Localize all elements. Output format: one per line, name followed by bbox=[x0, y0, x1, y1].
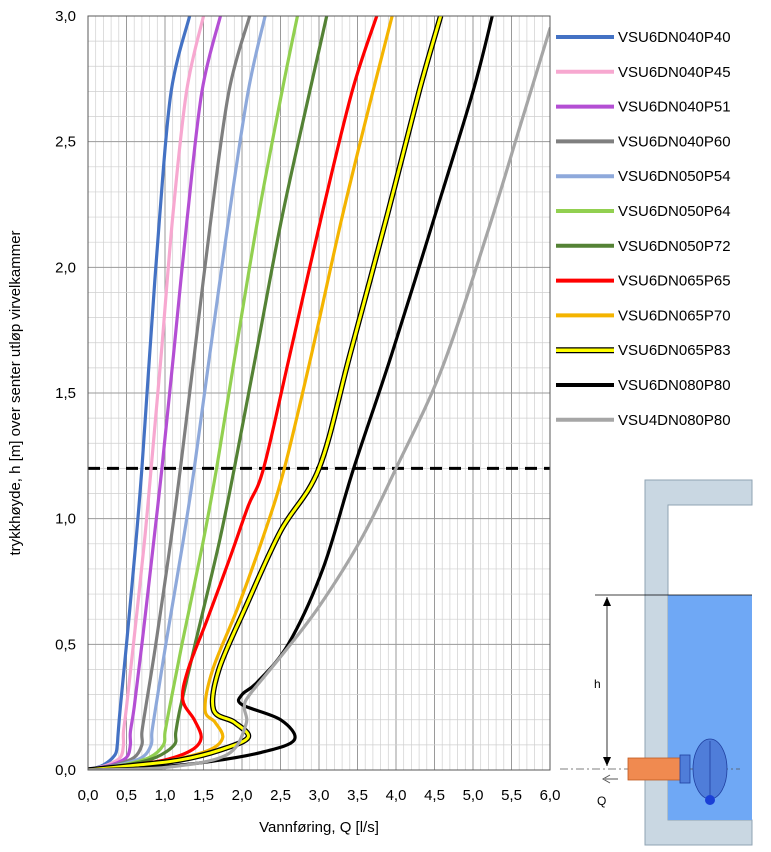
q-label: Q bbox=[597, 794, 606, 808]
series-line-vsu6dn065p65 bbox=[88, 16, 379, 770]
y-tick-label: 2,5 bbox=[55, 134, 76, 151]
series-line-vsu6dn050p54 bbox=[88, 16, 267, 770]
x-tick-labels: 0,0 0,5 1,0 1,5 2,0 2,5 3,0 3,5 4,0 4,5 5,0 5,5 6,0 bbox=[78, 787, 561, 804]
legend-label-vsu6dn065p83: VSU6DN065P83 bbox=[618, 342, 731, 359]
x-tick-label: 4,0 bbox=[386, 787, 407, 804]
x-tick-label: 1,0 bbox=[155, 787, 176, 804]
x-tick-label: 5,5 bbox=[501, 787, 522, 804]
y-tick-label: 0,0 bbox=[55, 762, 76, 779]
x-tick-label: 5,0 bbox=[463, 787, 484, 804]
chamber-diagram: h Q bbox=[560, 479, 753, 846]
series-line-vsu6dn050p72 bbox=[88, 16, 329, 770]
x-tick-label: 4,5 bbox=[424, 787, 445, 804]
pipe-flange bbox=[679, 754, 691, 784]
x-tick-label: 3,5 bbox=[347, 787, 368, 804]
x-tick-label: 2,0 bbox=[232, 787, 253, 804]
legend-label-vsu4dn080p80: VSU4DN080P80 bbox=[618, 412, 731, 429]
legend-label-vsu6dn065p70: VSU6DN065P70 bbox=[618, 307, 731, 324]
legend-label-vsu6dn050p64: VSU6DN050P64 bbox=[618, 203, 731, 220]
legend-label-vsu6dn050p54: VSU6DN050P54 bbox=[618, 168, 731, 185]
series-line-vsu6dn040p45 bbox=[88, 16, 206, 770]
h-label: h bbox=[594, 677, 601, 691]
y-tick-label: 3,0 bbox=[55, 8, 76, 25]
series-layer bbox=[88, 16, 550, 770]
y-tick-label: 0,5 bbox=[55, 636, 76, 653]
plot-frame bbox=[87, 15, 551, 771]
legend-label-vsu6dn040p45: VSU6DN040P45 bbox=[618, 64, 731, 81]
legend-label-vsu6dn080p80: VSU6DN080P80 bbox=[618, 377, 731, 394]
x-tick-label: 1,5 bbox=[193, 787, 214, 804]
h-arrow-top bbox=[603, 597, 611, 606]
legend-label-vsu6dn040p51: VSU6DN040P51 bbox=[618, 99, 731, 116]
y-tick-labels: 0,0 0,5 1,0 1,5 2,0 2,5 3,0 bbox=[55, 8, 76, 779]
y-tick-label: 1,5 bbox=[55, 385, 76, 402]
q-arrow-icon bbox=[601, 774, 618, 784]
plot-area bbox=[87, 15, 551, 771]
x-axis-label: Vannføring, Q [l/s] bbox=[259, 819, 379, 836]
x-tick-label: 6,0 bbox=[540, 787, 561, 804]
legend-label-vsu6dn040p40: VSU6DN040P40 bbox=[618, 29, 731, 46]
chamber-outlet-dot bbox=[705, 795, 715, 805]
series-line-vsu4dn080p80 bbox=[88, 26, 550, 770]
y-tick-label: 2,0 bbox=[55, 259, 76, 276]
series-line-vsu6dn040p40 bbox=[88, 16, 192, 770]
y-axis-label: trykkhøyde, h [m] over senter utløp virv… bbox=[7, 230, 24, 555]
legend: VSU6DN040P40 VSU6DN040P45 VSU6DN040P51 VSU6… bbox=[556, 29, 731, 429]
series-line-vsu6dn050p64 bbox=[88, 16, 300, 770]
legend-label-vsu6dn065p65: VSU6DN065P65 bbox=[618, 273, 731, 290]
legend-label-vsu6dn040p60: VSU6DN040P60 bbox=[618, 133, 731, 150]
x-tick-label: 0,0 bbox=[78, 787, 99, 804]
x-tick-label: 3,0 bbox=[309, 787, 330, 804]
series-line-vsu6dn065p83 bbox=[88, 16, 443, 770]
x-tick-label: 0,5 bbox=[116, 787, 137, 804]
series-line-vsu6dn040p51 bbox=[88, 16, 223, 770]
y-tick-label: 1,0 bbox=[55, 511, 76, 528]
series-line-vsu6dn040p60 bbox=[88, 16, 252, 770]
x-tick-label: 2,5 bbox=[270, 787, 291, 804]
outlet-pipe bbox=[627, 757, 684, 781]
h-arrow-bottom bbox=[603, 757, 611, 766]
legend-label-vsu6dn050p72: VSU6DN050P72 bbox=[618, 238, 731, 255]
